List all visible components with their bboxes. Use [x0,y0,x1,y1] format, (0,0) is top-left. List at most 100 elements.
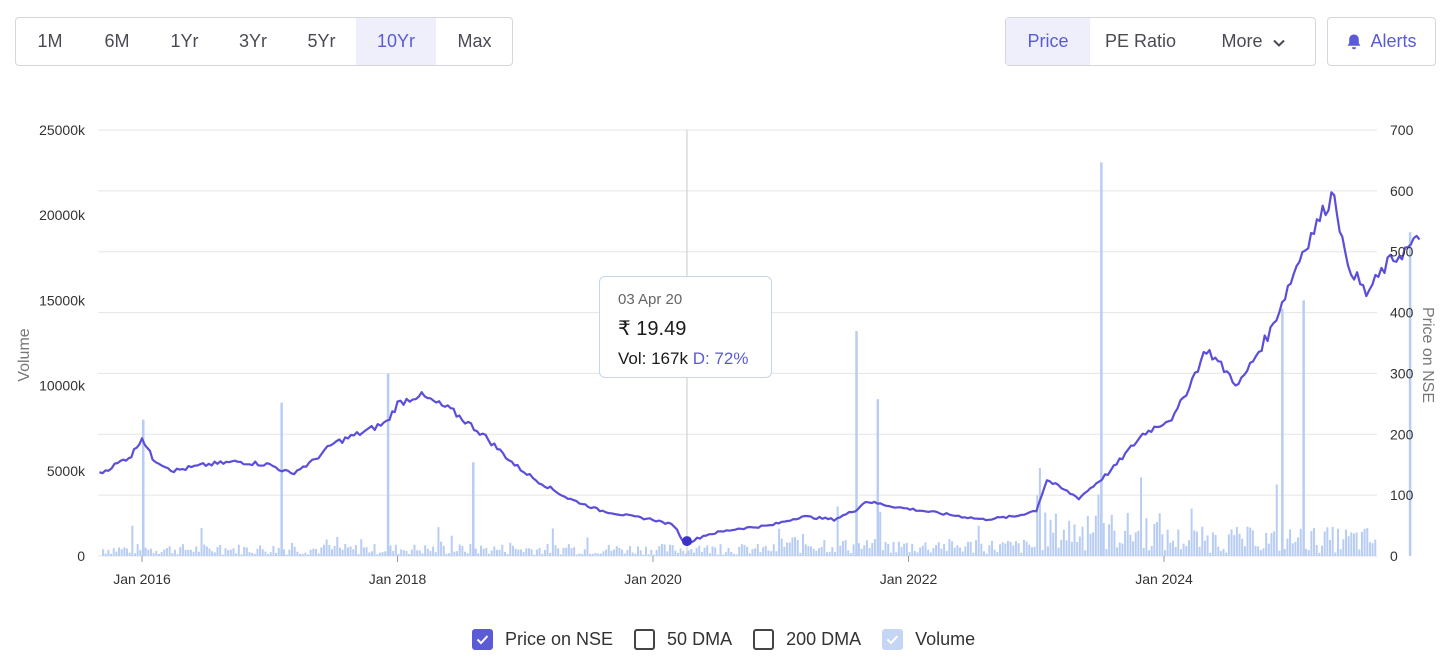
volume-bar [855,331,858,556]
volume-bar [1233,535,1236,556]
volume-bar [841,541,844,556]
volume-bar [943,544,946,556]
volume-bar [216,547,219,556]
volume-bar [301,553,304,556]
volume-bar [945,550,948,556]
volume-bar [299,553,302,556]
volume-bar [283,549,286,556]
volume-bar [362,547,365,556]
volume-bar [352,549,355,556]
volume-bar [1321,545,1324,556]
volume-bar [245,547,248,556]
volume-bar [988,545,991,556]
volume-bar [251,552,254,556]
volume-bar [1331,526,1334,556]
y2-tick-label: 600 [1390,183,1414,199]
tooltip-vol-value: Vol: 167k [618,349,688,368]
volume-bar [392,550,395,556]
volume-bar [1116,547,1119,556]
volume-bar [1214,535,1217,556]
volume-bar [522,552,525,556]
volume-bar [788,542,791,556]
volume-bar [421,553,424,556]
volume-bar [913,551,916,556]
volume-bar [839,545,842,556]
volume-bar [1238,533,1241,556]
volume-bar [881,550,884,556]
checkbox-icon[interactable] [634,628,656,650]
volume-bar [594,553,597,556]
volume-bar [687,550,690,556]
range-5yr-button[interactable]: 5Yr [307,31,336,51]
volume-bar [1198,546,1201,556]
volume-bar [197,551,200,556]
volume-bar [1265,532,1268,556]
volume-bar [432,546,435,556]
volume-bar [634,553,637,556]
volume-bar [291,542,294,556]
volume-bar [1097,494,1100,556]
volume-bar [581,554,584,556]
range-6m-button[interactable]: 6M [104,31,130,51]
volume-bar [1054,513,1057,556]
volume-bar [134,553,137,556]
volume-bar [972,552,975,556]
checkbox-icon[interactable] [882,628,904,650]
volume-bar [163,549,166,556]
volume-bar [160,552,163,556]
volume-bar [1044,512,1047,556]
volume-bar [575,554,578,556]
range-10yr-button[interactable]: 10Yr [356,18,436,65]
volume-bar [1289,529,1292,556]
volume-bar [1313,527,1316,556]
volume-bar [131,525,134,556]
view-pe-ratio-button[interactable]: PE Ratio [1090,18,1191,65]
volume-bar [573,547,576,556]
volume-bar [951,541,954,556]
volume-bar [810,546,813,556]
volume-bar [1302,300,1305,556]
volume-bar [503,551,506,556]
volume-bar [660,544,663,556]
range-1m-button[interactable]: 1M [37,31,63,51]
volume-bar [429,550,432,556]
legend-50-dma[interactable]: 50 DMA [634,628,732,650]
volume-bar [655,549,658,556]
volume-bar [786,542,789,556]
volume-bar [1286,538,1289,556]
volume-bar [1102,523,1105,556]
volume-bar [511,545,514,556]
volume-bar [927,549,930,556]
legend-price-on-nse[interactable]: Price on NSE [472,628,613,650]
volume-bar [205,546,208,556]
checkbox-icon[interactable] [753,628,775,650]
alerts-button[interactable]: Alerts [1327,17,1436,66]
volume-bar [1038,467,1041,556]
volume-bar [219,544,222,556]
volume-bar [796,540,799,556]
volume-bar [554,545,557,556]
volume-bar [1158,513,1161,556]
volume-bar [1025,541,1028,556]
volume-bar [1329,540,1332,556]
volume-bar [1273,531,1276,556]
volume-bar [1089,533,1092,556]
view-price-button[interactable]: Price [1006,18,1090,65]
volume-bar [802,533,805,556]
volume-bar [424,545,427,556]
volume-bar [155,550,158,556]
y2-tick-label: 100 [1390,487,1414,503]
volume-bar [1275,484,1278,556]
range-1yr-button[interactable]: 1Yr [170,31,199,51]
volume-bar [1150,545,1153,556]
volume-bar [126,548,129,556]
range-max-button[interactable]: Max [457,31,492,51]
volume-bar [1022,539,1025,556]
checkbox-icon[interactable] [472,628,493,650]
range-3yr-button[interactable]: 3Yr [238,31,267,51]
volume-bar [485,547,488,556]
view-more-button[interactable]: More [1191,18,1315,65]
legend-volume[interactable]: Volume [882,628,975,650]
legend-200-dma[interactable]: 200 DMA [753,628,861,650]
